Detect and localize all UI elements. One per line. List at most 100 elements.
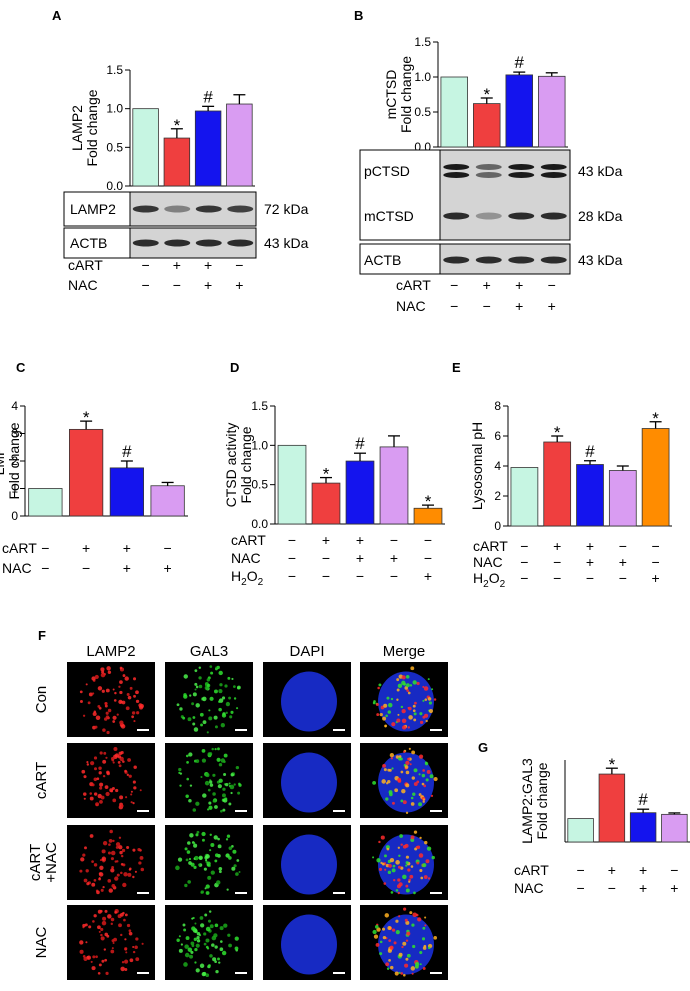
- fluorescent-spot: [193, 937, 198, 942]
- fluorescent-spot: [200, 891, 203, 894]
- fluorescent-spot: [200, 723, 203, 727]
- blot-size-label: 43 kDa: [578, 252, 623, 268]
- fluorescent-spot: [108, 838, 113, 843]
- fluorescent-spot: [102, 774, 106, 778]
- fluorescent-spot: [207, 919, 212, 923]
- minus-sign: −: [390, 532, 398, 548]
- fluorescent-spot: [403, 907, 407, 911]
- fluorescent-spot: [185, 858, 189, 862]
- y-axis-label: LAMP2:GAL3: [519, 758, 535, 844]
- fluorescent-spot: [400, 972, 404, 975]
- fluorescent-spot: [118, 685, 121, 688]
- fluorescent-spot: [404, 918, 408, 922]
- fluorescent-spot: [111, 939, 115, 943]
- fluorescent-spot: [410, 966, 416, 971]
- fluorescent-spot: [210, 870, 215, 875]
- fluorescent-spot: [410, 835, 415, 840]
- fluorescent-spot: [209, 954, 213, 958]
- blot-size-label: 28 kDa: [578, 208, 623, 224]
- fluorescent-spot: [188, 857, 192, 861]
- fluorescent-spot: [79, 949, 84, 954]
- fluorescent-spot: [205, 926, 211, 932]
- subscript: 2: [483, 579, 489, 590]
- fluorescent-spot: [100, 927, 104, 932]
- fluorescent-spot: [433, 698, 437, 701]
- fluorescent-spot: [214, 805, 218, 809]
- fluorescent-spot: [385, 962, 390, 967]
- micrograph-row-label: cART: [33, 762, 50, 799]
- fluorescent-spot: [398, 854, 401, 858]
- subscript: 2: [258, 577, 264, 588]
- fluorescent-spot: [225, 711, 228, 715]
- minus-sign: −: [322, 568, 330, 584]
- fluorescent-spot: [195, 833, 199, 837]
- fluorescent-spot: [176, 938, 180, 942]
- fluorescent-spot: [372, 856, 375, 859]
- fluorescent-spot: [91, 783, 95, 787]
- fluorescent-spot: [398, 756, 402, 761]
- fluorescent-spot: [374, 925, 379, 929]
- fluorescent-spot: [422, 769, 425, 772]
- fluorescent-spot: [105, 688, 110, 693]
- fluorescent-spot: [118, 836, 122, 839]
- fluorescent-spot: [389, 752, 394, 758]
- fluorescent-spot: [98, 766, 102, 770]
- fluorescent-spot: [413, 891, 416, 895]
- minus-sign: −: [520, 570, 528, 586]
- fluorescent-spot: [138, 861, 142, 865]
- fluorescent-spot: [195, 703, 200, 708]
- fluorescent-spot: [119, 720, 124, 725]
- bar: [473, 103, 501, 148]
- nucleus: [281, 752, 337, 813]
- fluorescent-spot: [186, 850, 191, 854]
- plus-sign: +: [390, 550, 398, 566]
- fluorescent-spot: [135, 699, 140, 704]
- y-tick-label: 0: [11, 509, 18, 523]
- fluorescent-spot: [405, 864, 408, 867]
- blot-protein-label: ACTB: [70, 235, 107, 251]
- bar: [109, 467, 144, 517]
- y-tick-label: 0.5: [106, 140, 123, 154]
- fluorescent-spot: [217, 844, 222, 849]
- significance-star: *: [554, 423, 561, 442]
- bar: [598, 773, 626, 843]
- fluorescent-spot: [388, 702, 393, 708]
- minus-sign: −: [520, 538, 528, 554]
- micrograph-column-label: GAL3: [190, 643, 228, 660]
- y-tick-label: 8: [494, 399, 501, 413]
- fluorescent-spot: [193, 841, 196, 845]
- fluorescent-spot: [407, 691, 411, 695]
- fluorescent-spot: [420, 720, 424, 725]
- fluorescent-spot: [418, 802, 423, 807]
- fluorescent-spot: [206, 731, 209, 734]
- fluorescent-spot: [200, 923, 205, 928]
- fluorescent-spot: [79, 940, 84, 945]
- fluorescent-spot: [233, 783, 236, 786]
- fluorescent-spot: [402, 725, 407, 730]
- micrograph-tile: [165, 662, 253, 737]
- minus-sign: −: [356, 568, 364, 584]
- fluorescent-spot: [99, 782, 104, 787]
- fluorescent-spot: [127, 872, 132, 877]
- fluorescent-spot: [409, 763, 412, 766]
- treatment-label: cART: [396, 277, 431, 293]
- treatment-label: cART: [2, 540, 37, 556]
- minus-sign: −: [142, 257, 150, 273]
- fluorescent-spot: [102, 728, 106, 732]
- fluorescent-spot: [225, 838, 229, 841]
- fluorescent-spot: [185, 754, 189, 758]
- fluorescent-spot: [427, 946, 431, 950]
- fluorescent-spot: [97, 704, 101, 708]
- fluorescent-spot: [423, 875, 428, 879]
- fluorescent-spot: [90, 761, 95, 766]
- bar: [661, 813, 688, 843]
- significance-hash: #: [355, 434, 365, 453]
- chart-d: 0.0 0.5 1.0 1.5 CTSD activity Fold change * # * c…: [223, 399, 445, 588]
- fluorescent-spot: [99, 786, 103, 790]
- fluorescent-spot: [203, 942, 207, 946]
- y-tick-label: 1.0: [251, 438, 268, 452]
- fluorescent-spot: [124, 947, 128, 951]
- micrograph-row-label: NAC: [33, 926, 50, 958]
- minus-sign: −: [586, 570, 594, 586]
- plus-sign: +: [586, 554, 594, 570]
